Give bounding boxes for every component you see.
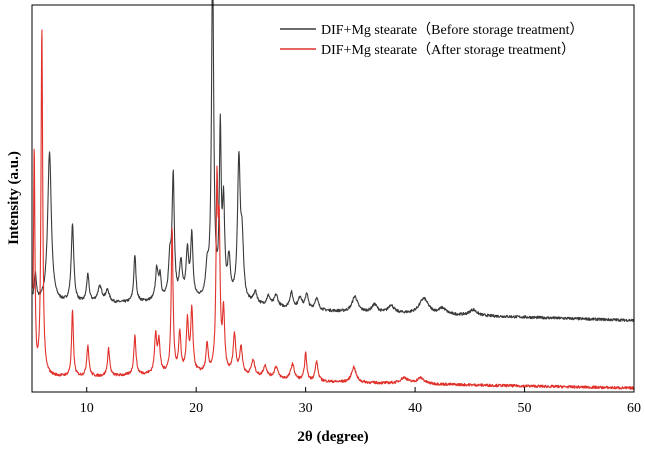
series-line-before: [32, 0, 634, 323]
x-axis-ticks: 10 20 30 40 50 60: [80, 387, 641, 416]
plot-frame: [31, 4, 635, 393]
x-tick-label: 50: [518, 401, 532, 416]
x-tick-label: 60: [627, 401, 641, 416]
x-axis-title: 2θ (degree): [297, 429, 368, 445]
series-layer: [32, 0, 635, 390]
y-axis-title: Intensity (a.u.): [6, 151, 22, 245]
legend-label-after: DIF+Mg stearate（After storage treatment）: [321, 42, 575, 58]
series-line-after: [32, 29, 635, 390]
legend-label-before: DIF+Mg stearate（Before storage treatment…: [321, 22, 584, 38]
legend: DIF+Mg stearate（Before storage treatment…: [280, 22, 584, 58]
x-tick-label: 40: [408, 401, 422, 416]
x-tick-label: 20: [189, 401, 203, 416]
x-tick-label: 30: [299, 401, 313, 416]
x-tick-label: 10: [80, 401, 94, 416]
